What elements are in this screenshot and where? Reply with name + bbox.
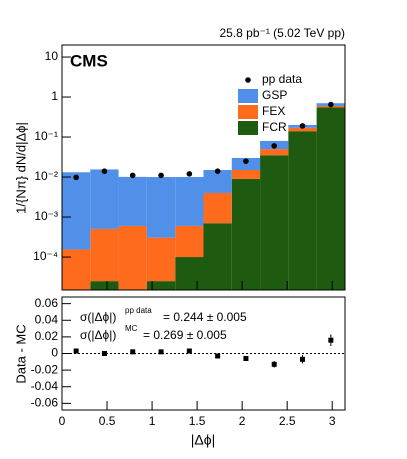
cms-label: CMS xyxy=(70,51,108,70)
hist-bar xyxy=(90,169,119,229)
x-tick-label: 0.5 xyxy=(99,414,116,428)
hist-bar xyxy=(203,192,232,224)
y-tick-label: 10⁻² xyxy=(34,169,58,183)
plot-frame xyxy=(61,296,346,411)
y-tick-label: 10⁻⁴ xyxy=(33,249,58,263)
annotation: = 0.269 ± 0.005 xyxy=(143,328,227,342)
legend-swatch xyxy=(238,89,258,103)
annotation: σ(|Δϕ|) xyxy=(80,310,116,324)
hist-bar xyxy=(146,177,176,238)
y-axis-label: 1/{Nπ} dN/d|Δϕ| xyxy=(13,122,28,214)
x-tick-label: 2.5 xyxy=(279,414,296,428)
hist-bar xyxy=(175,225,204,258)
legend-swatch xyxy=(238,105,258,119)
data-point xyxy=(328,337,334,343)
data-point xyxy=(186,171,193,177)
y-tick-label: 0 xyxy=(51,346,58,360)
data-point xyxy=(271,143,278,149)
y-tick-label: 10 xyxy=(45,49,59,63)
data-point xyxy=(186,348,192,354)
hist-bar xyxy=(231,169,261,179)
data-point xyxy=(101,168,108,174)
hist-bar xyxy=(62,249,91,290)
hist-bar xyxy=(260,149,289,156)
legend-marker xyxy=(245,77,251,83)
annotation: MC xyxy=(125,324,138,333)
legend-label: pp data xyxy=(262,72,302,86)
data-point xyxy=(214,168,221,174)
hist-bar xyxy=(203,169,232,193)
hist-bar xyxy=(175,177,204,226)
y-tick-label: 10⁻¹ xyxy=(34,129,58,143)
legend-label: FCR xyxy=(262,120,287,134)
y-axis-label: Data - MC xyxy=(13,324,28,383)
y-tick-label: 0.06 xyxy=(35,296,59,310)
y-tick-label: 0.04 xyxy=(35,312,59,326)
hist-bar xyxy=(118,225,147,290)
hist-bar xyxy=(118,176,147,226)
hist-bar xyxy=(146,237,176,282)
x-tick-label: 1.5 xyxy=(189,414,206,428)
y-tick-label: 10⁻³ xyxy=(34,209,58,223)
hist-bar xyxy=(203,223,232,290)
x-tick-label: 0 xyxy=(59,414,66,428)
data-point xyxy=(129,172,136,179)
hist-bar xyxy=(146,281,176,290)
data-point xyxy=(243,158,249,164)
lumi-label: 25.8 pb⁻¹ (5.02 TeV pp) xyxy=(219,26,345,40)
data-point xyxy=(73,174,79,181)
hist-bar xyxy=(175,257,204,290)
annotation: = 0.244 ± 0.005 xyxy=(163,310,247,324)
annotation: pp data xyxy=(125,306,152,315)
y-tick-label: -0.04 xyxy=(31,379,59,393)
legend-label: GSP xyxy=(262,88,287,102)
hist-bar xyxy=(90,281,119,290)
x-axis-label: |Δϕ| xyxy=(191,432,215,448)
data-point xyxy=(299,123,306,129)
annotation: σ(|Δϕ|) xyxy=(80,328,116,342)
data-point xyxy=(158,349,164,355)
y-tick-label: -0.02 xyxy=(31,362,59,376)
data-point xyxy=(73,348,79,354)
data-point xyxy=(130,349,136,355)
hist-bar xyxy=(260,155,289,290)
hist-bar xyxy=(288,131,317,290)
stack xyxy=(62,103,345,290)
data-point xyxy=(271,361,277,367)
hist-bar xyxy=(288,127,317,132)
hist-bar xyxy=(316,107,345,290)
data-point xyxy=(299,356,305,362)
y-tick-label: 0.02 xyxy=(35,329,59,343)
x-tick-label: 2 xyxy=(239,414,246,428)
hist-bar xyxy=(231,178,261,290)
y-tick-label: -0.06 xyxy=(31,396,59,410)
data-point xyxy=(328,101,334,108)
plot-frame xyxy=(61,44,346,291)
y-tick-label: 1 xyxy=(51,89,58,103)
x-tick-label: 3 xyxy=(329,414,336,428)
data-point xyxy=(243,355,249,361)
data-point xyxy=(158,172,164,179)
legend-swatch xyxy=(238,121,258,135)
x-tick-label: 1 xyxy=(149,414,156,428)
legend-label: FEX xyxy=(262,104,285,118)
data-point xyxy=(215,353,221,359)
hist-bar xyxy=(90,228,119,282)
hist-bar xyxy=(231,157,261,170)
hist-bar xyxy=(62,172,91,250)
data-point xyxy=(101,351,107,356)
